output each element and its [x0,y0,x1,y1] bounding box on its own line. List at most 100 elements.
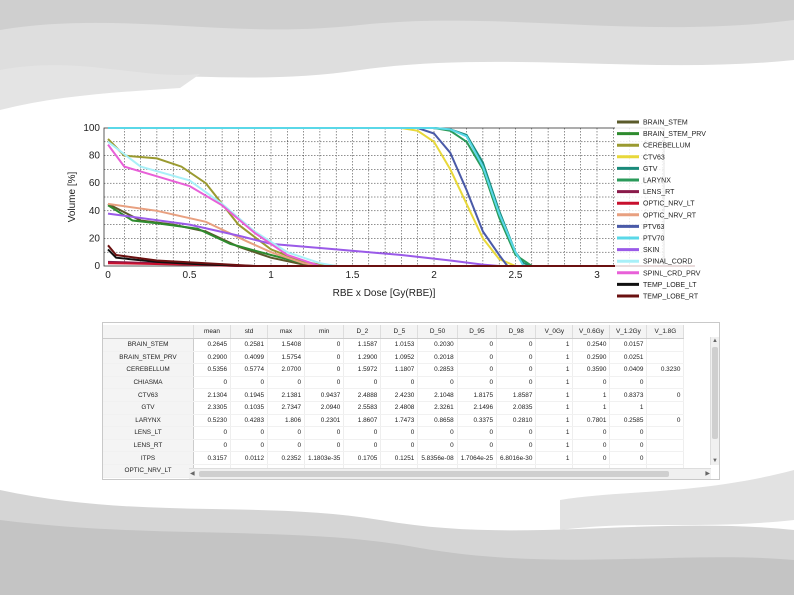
legend-item-bg [615,163,719,175]
column-header[interactable]: V_1.8G [646,325,685,339]
column-header[interactable]: D_50 [417,325,458,339]
y-tick-label: 20 [89,233,101,244]
vertical-scrollbar[interactable]: ▲ ▼ [710,337,719,465]
table-cell: 0 [267,439,305,453]
column-header[interactable]: V_0.6Gy [572,325,611,339]
table-cell: 0.7801 [572,414,611,428]
column-header[interactable]: V_0Gy [535,325,574,339]
table-cell: 2.7347 [267,401,305,415]
x-axis-label: RBE x Dose [Gy(RBE)] [333,288,436,299]
table-cell: 2.1381 [267,388,305,402]
table-cell: 2.1304 [193,388,231,402]
column-header[interactable]: D_95 [457,325,498,339]
table-cell: 1 [535,376,574,390]
table-row[interactable]: CEREBELLUM 0.5356 0.5774 2.0700 0 1.5972 1.180… [103,363,685,377]
table-cell: 0.1945 [230,388,268,402]
table-cell: 1.2900 [343,351,382,365]
table-cell: 1.806 [267,414,305,428]
table-cell: 1 [535,439,574,453]
legend-item-bg [615,151,719,164]
table-cell: 0.0409 [609,363,648,377]
column-header[interactable]: std [230,325,268,339]
column-header[interactable]: D_2 [343,325,382,339]
table-row[interactable]: CHIASMA 0 0 0 0 0 0 0 0 0 1 0 0 [103,376,685,390]
column-header[interactable]: D_98 [496,325,537,339]
table-cell: 6.8016e-30 [496,451,537,465]
table-row[interactable]: LENS_LT 0 0 0 0 0 0 0 0 0 1 0 0 [103,426,685,440]
table-cell: 0.3230 [646,363,685,377]
table-cell: 0.2590 [572,351,611,365]
column-header[interactable]: min [304,325,345,339]
table-cell: 2.4808 [380,401,419,415]
table-cell: 0.2645 [193,338,231,352]
table-cell: 0 [609,451,648,465]
table-cell: 0.2581 [230,338,268,352]
series-line-spinl-crd-prv [107,144,695,267]
scroll-down-icon[interactable]: ▼ [712,458,718,464]
scroll-up-icon[interactable]: ▲ [712,338,718,344]
table-row[interactable]: BRAIN_STEM 0.2645 0.2581 1.5408 0 1.1587 1.015… [103,338,685,352]
table-cell [646,351,685,365]
table-cell: 1.5972 [343,363,382,377]
table-cell: 1 [572,388,611,402]
table-cell: 0 [230,426,268,440]
table-row[interactable]: LENS_RT 0 0 0 0 0 0 0 0 0 1 0 0 [103,439,685,453]
table-cell: 0 [457,376,498,390]
table-cell: 0.9437 [304,388,345,402]
table-cell [646,338,685,352]
table-cell: 0 [496,351,537,365]
table-row[interactable]: BRAIN_STEM_PRV 0.2900 0.4099 1.5754 0 1.2900 1… [103,351,685,365]
table-cell: 1 [535,426,574,440]
legend-label: TEMP_LOBE_LT [643,282,697,289]
legend-label: PTV70 [643,236,665,243]
table-row[interactable]: CTV63 2.1304 0.1945 2.1381 0.9437 2.4888 2.423… [103,388,685,402]
table-cell: 1.8587 [496,388,537,402]
scroll-right-icon[interactable]: ▶ [705,471,710,477]
horizontal-scroll-thumb[interactable] [199,471,669,477]
row-header: BRAIN_STEM_PRV [103,351,194,365]
table-cell: 0 [380,376,419,390]
table-cell: 0.0251 [609,351,648,365]
legend-label: SPINAL_CORD [643,259,692,266]
horizontal-scrollbar[interactable]: ◀ ▶ [189,468,711,479]
table-cell: 2.0700 [267,363,305,377]
legend-label: GTV [643,166,658,173]
table-cell: 0 [457,439,498,453]
column-header[interactable]: mean [193,325,231,339]
series-line-ptv70 [108,127,695,267]
table-cell: 2.0940 [304,401,345,415]
table-cell: 0 [572,439,611,453]
column-header[interactable]: D_5 [380,325,419,339]
legend-item-bg [615,140,719,152]
column-header[interactable]: V_1.2Gy [609,325,648,339]
table-cell: 0 [417,426,458,440]
table-cell [646,439,685,453]
table-cell: 1 [535,414,574,428]
legend-item-bg [615,198,719,210]
table-cell: 0 [457,351,498,365]
row-header: ITPS [103,451,194,465]
table-cell: 0 [193,426,231,440]
scroll-left-icon[interactable]: ◀ [190,471,195,477]
table-cell: 0 [496,363,537,377]
table-row[interactable]: GTV 2.3305 0.1035 2.7347 2.0940 2.5583 2.4808 2… [103,401,685,415]
column-header[interactable]: max [267,325,305,339]
table-cell: 0.8373 [609,388,648,402]
table-cell: 0.2585 [609,414,648,428]
table-cell: 0 [496,426,537,440]
table-cell: 0 [457,338,498,352]
table-cell: 0.1035 [230,401,268,415]
table-cell: 0 [496,376,537,390]
vertical-scroll-thumb[interactable] [712,347,718,439]
x-tick-label: 1.5 [346,270,360,281]
y-axis-label: Volume [%] [67,171,78,222]
legend-item-bg [615,233,719,245]
table-cell: 1.5754 [267,351,305,365]
table-row[interactable]: ITPS 0.3157 0.0112 0.2352 1.1803e-35 0.1705 0.… [103,451,685,465]
table-cell: 0.4283 [230,414,268,428]
legend-label: PTV63 [643,224,665,231]
x-tick-label: 2.5 [509,270,523,281]
table-row[interactable]: LARYNX 0.5230 0.4283 1.806 0.2301 1.8607 1.747… [103,414,685,428]
table-cell: 0.5230 [193,414,231,428]
dvh-chart: 0 0.5 1 1.5 2 2.5 3 0 20 40 60 80 100 RBE x Dose [G… [67,117,719,303]
